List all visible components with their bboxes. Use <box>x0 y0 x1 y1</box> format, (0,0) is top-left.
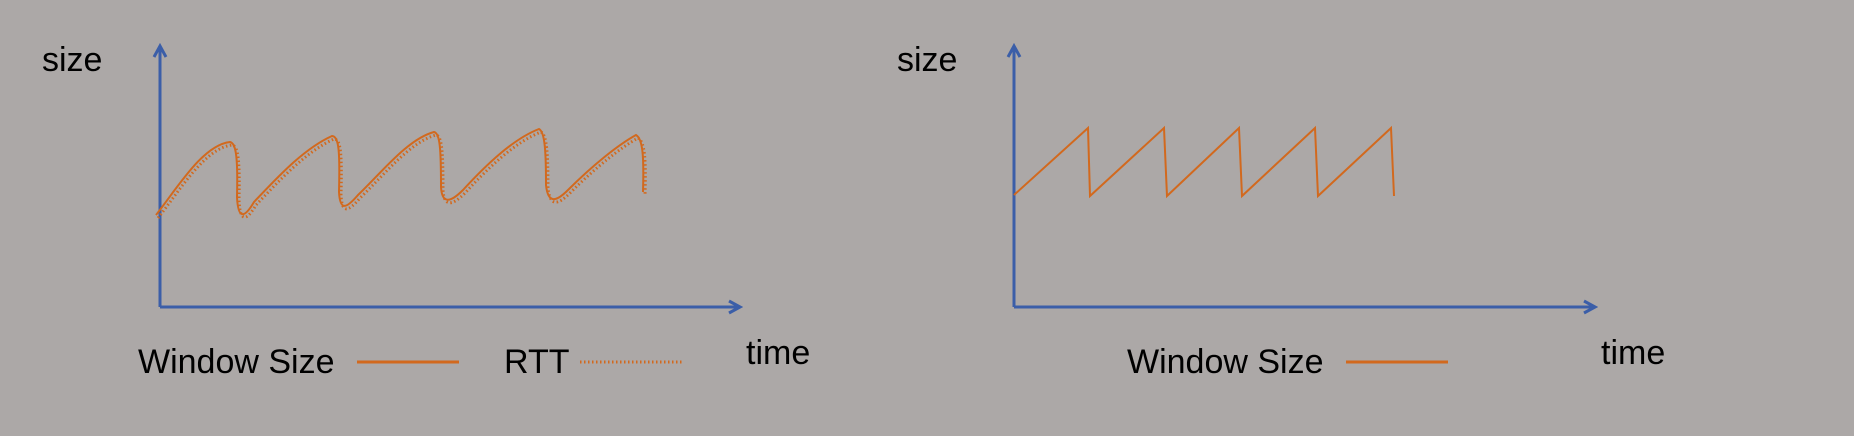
right-y-axis-label: size <box>897 41 957 79</box>
sawtooth-window-size-curve <box>1013 125 1395 199</box>
left-legend: Window Size RTT <box>138 343 683 381</box>
left-x-axis-label: time <box>746 334 810 372</box>
left-y-axis-label: size <box>42 41 102 79</box>
window-size-curve <box>155 127 645 216</box>
legend-window-size-label: Window Size <box>138 343 335 381</box>
legend-rtt-label: RTT <box>504 343 569 381</box>
legend-window-size-label-right: Window Size <box>1127 343 1324 381</box>
right-legend: Window Size <box>1127 343 1448 381</box>
rtt-curve <box>156 130 647 219</box>
left-panel: size time Window Size RTT <box>42 41 810 381</box>
right-panel: size time Window Size <box>897 41 1665 381</box>
right-x-axis-label: time <box>1601 334 1665 372</box>
